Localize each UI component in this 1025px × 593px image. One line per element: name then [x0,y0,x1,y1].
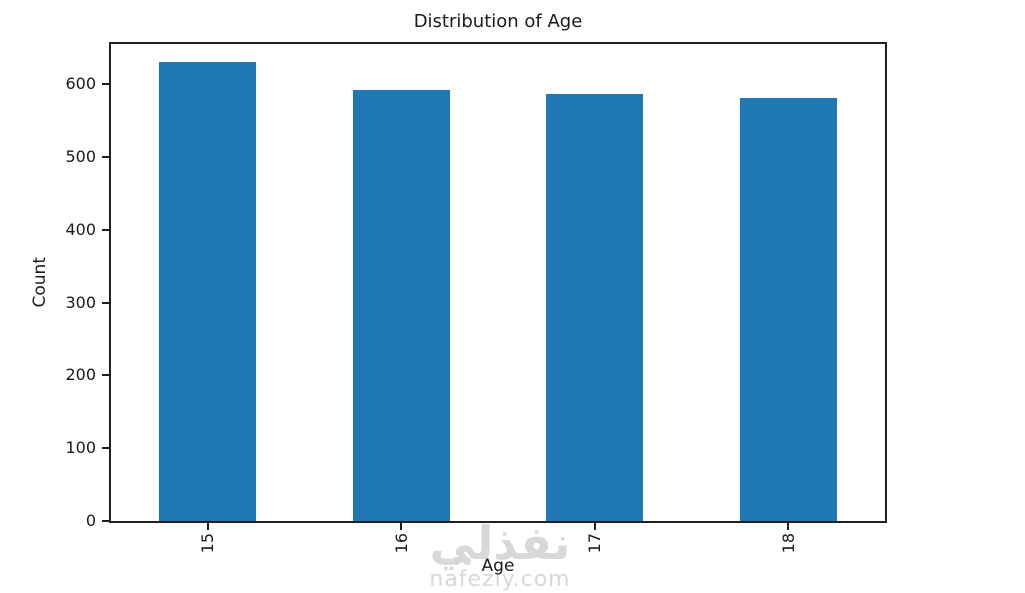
y-tick-label: 200 [65,365,96,385]
y-tick-label: 500 [65,146,96,166]
y-tick-mark [102,83,111,86]
bar-18 [739,97,837,521]
bar-16 [352,89,450,521]
x-tick-label-text: 16 [391,533,411,554]
y-tick-label: 0 [85,511,96,530]
x-tick-label-text: 15 [198,533,218,554]
y-tick-mark [102,228,111,231]
y-tick-mark [102,301,111,304]
bar-15 [159,62,257,521]
y-tick-label: 400 [65,219,96,239]
x-tick-label-text: 17 [585,533,605,554]
x-axis-label: Age [481,556,515,576]
y-tick-label: 300 [65,292,96,312]
bars-layer [111,44,885,521]
x-tick-mark [787,523,790,530]
x-tick-mark [400,523,403,530]
bar-17 [546,93,644,521]
x-tick-mark [593,523,596,530]
y-tick-mark [102,447,111,450]
x-tick-label-text: 18 [778,533,798,554]
y-tick-label: 600 [65,74,96,94]
x-tick-mark [206,523,209,530]
y-tick-label: 100 [65,438,96,458]
y-tick-mark [102,520,111,522]
y-tick-mark [102,374,111,377]
y-tick-mark [102,155,111,158]
plot-area [109,42,887,523]
chart-title: Distribution of Age [413,11,583,32]
